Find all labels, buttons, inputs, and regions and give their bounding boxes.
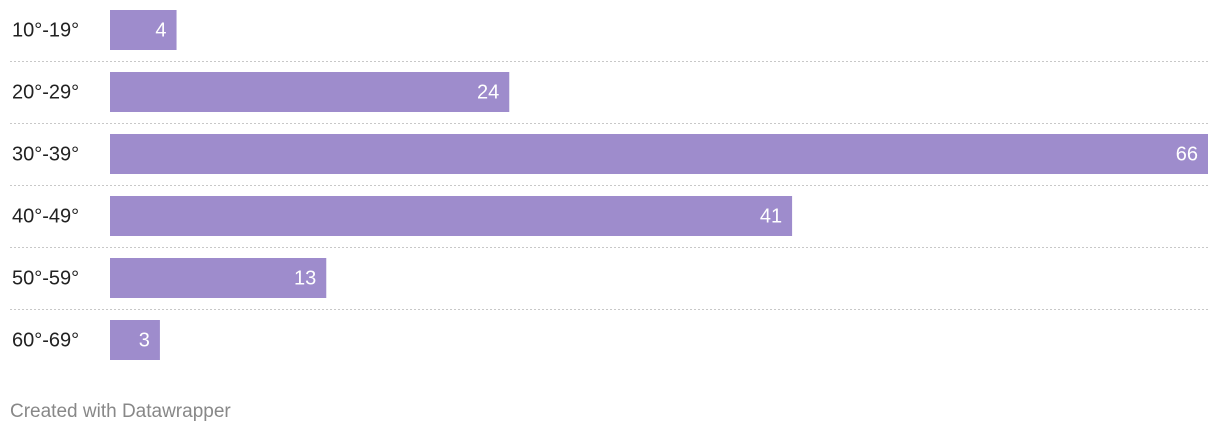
category-label: 40°-49°: [12, 205, 79, 227]
bar: [110, 72, 510, 112]
category-label: 20°-29°: [12, 81, 79, 103]
value-label: 3: [139, 329, 150, 351]
value-label: 24: [477, 81, 499, 103]
bar: [110, 320, 160, 360]
category-label: 10°-19°: [12, 19, 79, 41]
bar: [110, 258, 327, 298]
bar: [110, 134, 1208, 174]
value-label: 4: [155, 19, 166, 41]
bar: [110, 10, 177, 50]
value-label: 66: [1176, 143, 1198, 165]
credit: Created with Datawrapper: [10, 401, 231, 422]
value-label: 13: [294, 267, 316, 289]
bar: [110, 196, 793, 236]
category-label: 30°-39°: [12, 143, 79, 165]
category-label: 50°-59°: [12, 267, 79, 289]
category-label: 60°-69°: [12, 329, 79, 351]
value-label: 41: [760, 205, 782, 227]
